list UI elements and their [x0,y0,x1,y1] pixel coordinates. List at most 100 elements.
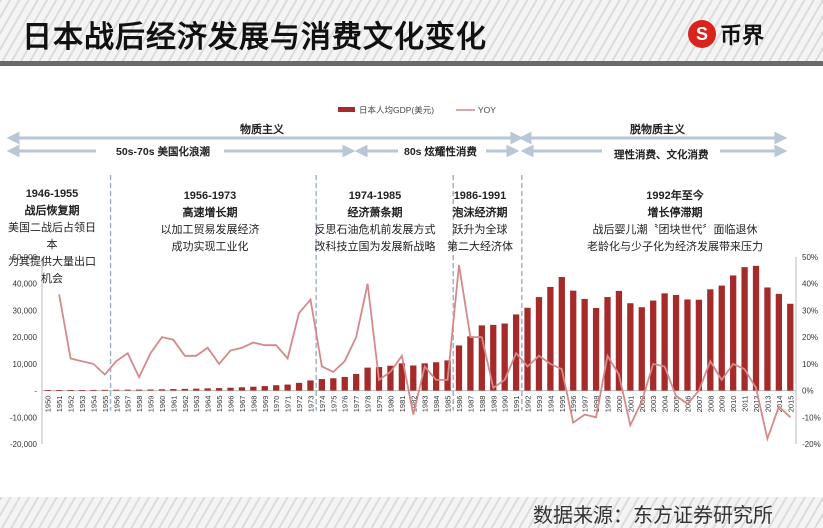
legend-gdp-label: 日本人均GDP(美元) [359,105,434,115]
x-tick-year: 1981 [398,396,407,413]
period-desc: 美国二战后占领日本 [8,222,96,251]
x-tick-year: 1955 [101,396,110,413]
gdp-bar [547,286,554,391]
period-desc: 以加工贸易发展经济 [160,224,260,236]
gdp-bar [650,300,657,391]
gdp-bar [672,294,680,391]
gdp-bar [124,389,131,391]
gdp-bar [592,308,600,391]
y-right-tick: 40% [802,280,818,289]
header-divider [0,61,823,66]
x-tick-year: 1992 [524,396,533,413]
period-name: 战后恢复期 [24,205,80,217]
y-left-tick: - [34,387,37,396]
period-1946-1955: 1946-1955 战后恢复期 美国二战后占领日本 为其提供大量出口机会 [8,186,96,288]
x-tick-year: 1959 [147,396,156,413]
period-1986-1991: 1986-1991 泡沫经济期 跃升为全球 第二大经济体 [442,188,518,256]
x-tick-year: 1980 [386,396,395,413]
x-tick-year: 1956 [112,396,121,413]
gdp-bar [101,389,108,391]
period-name: 增长停滞期 [647,207,703,219]
gdp-bar [341,376,348,391]
gdp-bar [695,299,703,391]
gdp-bar [490,324,497,391]
gdp-bar [752,265,760,391]
x-tick-year: 1953 [78,396,87,413]
coin-logo-icon: S [688,20,716,48]
x-tick-year: 1969 [261,396,270,413]
x-tick-year: 1979 [375,396,384,413]
gdp-bar [113,389,120,391]
x-tick-year: 1960 [158,396,167,413]
x-tick-year: 1983 [421,396,430,413]
x-tick-year: 1991 [512,396,521,413]
gdp-bar [467,336,474,391]
period-desc: 战后婴儿潮〝团块世代〞面临退休 [592,224,758,236]
y-left-tick: -10,000 [10,413,38,422]
x-tick-year: 2012 [752,396,761,413]
period-1992-now: 1992年至今 增长停滞期 战后婴儿潮〝团块世代〞面临退休 老龄化与少子化为经济… [560,188,790,256]
brand-name: 币界 [720,24,765,49]
x-tick-year: 1976 [341,396,350,413]
y-left-tick: 10,000 [13,360,38,369]
gdp-bar [193,388,200,391]
gdp-bar [604,297,611,391]
data-source: 数据来源：东方证券研究所 [533,503,773,527]
y-right-tick: 20% [802,333,818,342]
period-years: 1946-1955 [25,188,79,200]
x-tick-year: 1954 [89,396,98,413]
x-tick-year: 1950 [44,396,53,413]
gdp-bar [330,378,337,391]
gdp-bar [387,365,394,391]
gdp-bar [158,389,166,391]
x-tick-year: 1997 [581,396,590,413]
period-name: 高速增长期 [182,207,238,219]
x-tick-year: 2015 [786,396,795,413]
gdp-bar [638,307,645,391]
sub-era-label-conspicuous: 80s 炫耀性消费 [404,145,477,158]
gdp-bar [147,389,154,391]
gdp-bar [273,385,280,391]
x-tick-year: 2001 [626,396,635,413]
x-tick-year: 1987 [466,396,475,413]
x-tick-year: 1985 [444,396,453,413]
gdp-bar [318,379,326,391]
gdp-bar [364,367,371,391]
gdp-bar [67,390,74,391]
gdp-bar [55,390,63,391]
gdp-bar [250,386,257,391]
gdp-bar [775,293,783,391]
y-right-tick: 0% [802,387,814,396]
gdp-bar [227,387,234,391]
period-name: 泡沫经济期 [452,207,508,219]
x-tick-year: 1974 [318,396,327,413]
gdp-bar [581,298,588,391]
x-tick-year: 2004 [661,396,670,413]
gdp-bar [307,380,314,391]
gdp-bar [410,365,417,391]
x-tick-year: 1973 [306,396,315,413]
y-right-tick: 50% [802,253,818,262]
x-tick-year: 1970 [272,396,281,413]
x-tick-year: 1982 [409,396,418,413]
y-left-tick: 50,000 [13,253,38,262]
x-tick-year: 1990 [501,396,510,413]
period-years: 1986-1991 [453,190,507,202]
x-tick-year: 1984 [432,396,441,413]
x-tick-year: 1993 [535,396,544,413]
y-right-tick: -10% [802,413,821,422]
x-tick-year: 2013 [763,396,772,413]
gdp-bar [764,287,771,391]
x-tick-year: 1964 [204,396,213,413]
gdp-bar [684,299,691,391]
y-left-tick: -20,000 [10,440,38,449]
gdp-bar [661,293,668,391]
y-left-tick: 40,000 [13,280,38,289]
x-tick-year: 1995 [558,396,567,413]
y-left-tick: 30,000 [13,306,38,315]
x-tick-year: 1975 [329,396,338,413]
y-right-tick: 30% [802,306,818,315]
period-years: 1956-1973 [183,190,237,202]
plot-area: 50,000 40,000 30,000 20,000 10,000 - -10,000 -2… [10,175,821,449]
gdp-bar [238,387,246,391]
